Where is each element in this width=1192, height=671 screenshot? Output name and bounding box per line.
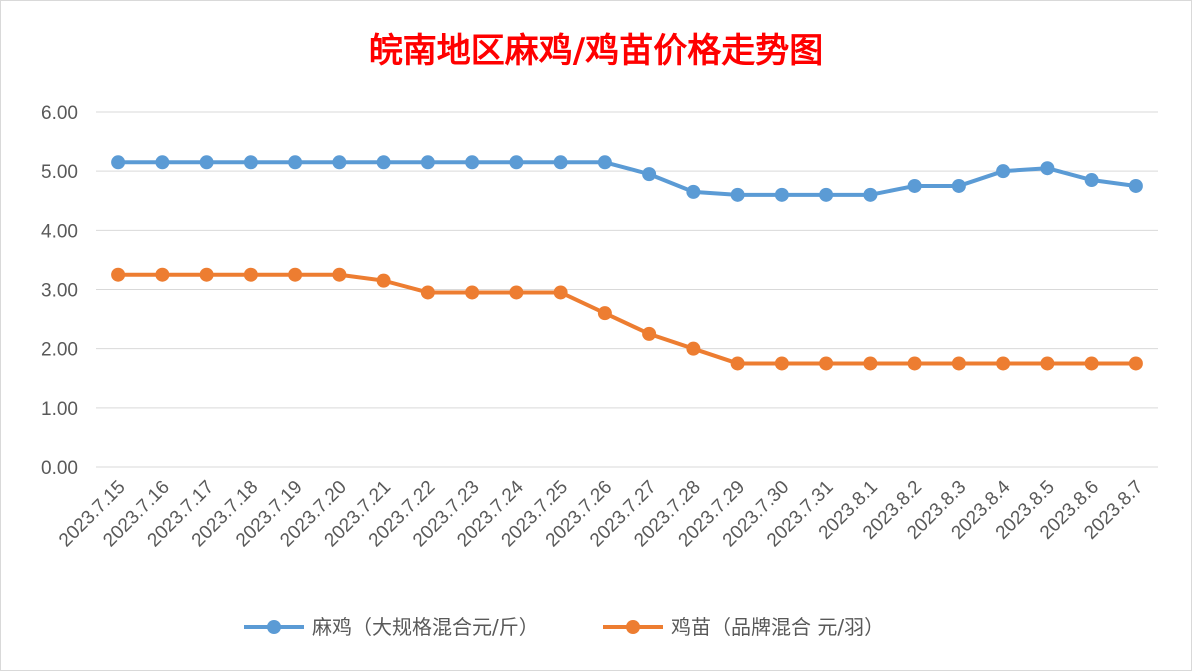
data-point (243, 267, 258, 282)
data-point (111, 155, 126, 170)
y-tick-label: 4.00 (41, 221, 78, 242)
series-1 (111, 267, 1143, 371)
data-point (155, 267, 170, 282)
data-point (420, 155, 435, 170)
data-point (1128, 356, 1143, 371)
x-axis-ticks: 2023.7.152023.7.162023.7.172023.7.182023… (55, 476, 1147, 551)
data-point (553, 285, 568, 300)
legend-marker (626, 620, 640, 634)
data-point (509, 285, 524, 300)
data-point (1040, 161, 1055, 176)
data-point (243, 155, 258, 170)
data-point (686, 341, 701, 356)
legend-label: 麻鸡（大规格混合元/斤） (312, 615, 539, 639)
data-point (951, 178, 966, 193)
data-point (686, 184, 701, 199)
data-point (730, 356, 745, 371)
data-point (863, 356, 878, 371)
data-point (996, 164, 1011, 179)
y-axis-ticks: 0.00 1.00 2.00 3.00 4.00 5.00 6.00 (41, 103, 78, 479)
legend: 麻鸡（大规格混合元/斤） 鸡苗（品牌混合 元/羽） (244, 615, 884, 639)
data-point (376, 155, 391, 170)
data-point (155, 155, 170, 170)
data-point (642, 326, 657, 341)
y-tick-label: 3.00 (41, 281, 78, 302)
data-point (199, 267, 214, 282)
data-point (951, 356, 966, 371)
data-point (509, 155, 524, 170)
data-point (863, 187, 878, 202)
data-point (907, 178, 922, 193)
data-point (1084, 356, 1099, 371)
series-line (116, 272, 1138, 366)
series-line (116, 160, 1138, 197)
data-point (730, 187, 745, 202)
data-point (553, 155, 568, 170)
gridlines (96, 111, 1158, 468)
data-point (332, 155, 347, 170)
data-point (111, 267, 126, 282)
data-point (465, 155, 480, 170)
data-point (819, 356, 834, 371)
y-tick-label: 0.00 (41, 458, 78, 479)
data-point (774, 187, 789, 202)
series-lines (111, 155, 1143, 371)
data-point (465, 285, 480, 300)
series-0 (111, 155, 1143, 202)
y-tick-label: 6.00 (41, 103, 78, 124)
chart-title: 皖南地区麻鸡/鸡苗价格走势图 (369, 31, 823, 71)
data-point (819, 187, 834, 202)
y-tick-label: 1.00 (41, 399, 78, 420)
data-point (332, 267, 347, 282)
legend-label: 鸡苗（品牌混合 元/羽） (671, 615, 884, 639)
data-point (420, 285, 435, 300)
data-point (376, 273, 391, 288)
data-point (907, 356, 922, 371)
data-point (642, 167, 657, 182)
y-tick-label: 5.00 (41, 162, 78, 183)
data-point (1128, 178, 1143, 193)
data-point (774, 356, 789, 371)
data-point (288, 155, 303, 170)
y-tick-label: 2.00 (41, 340, 78, 361)
legend-marker (267, 620, 281, 634)
data-point (1040, 356, 1055, 371)
data-point (996, 356, 1011, 371)
data-point (597, 306, 612, 321)
data-point (1084, 173, 1099, 188)
data-point (288, 267, 303, 282)
data-point (199, 155, 214, 170)
data-point (597, 155, 612, 170)
